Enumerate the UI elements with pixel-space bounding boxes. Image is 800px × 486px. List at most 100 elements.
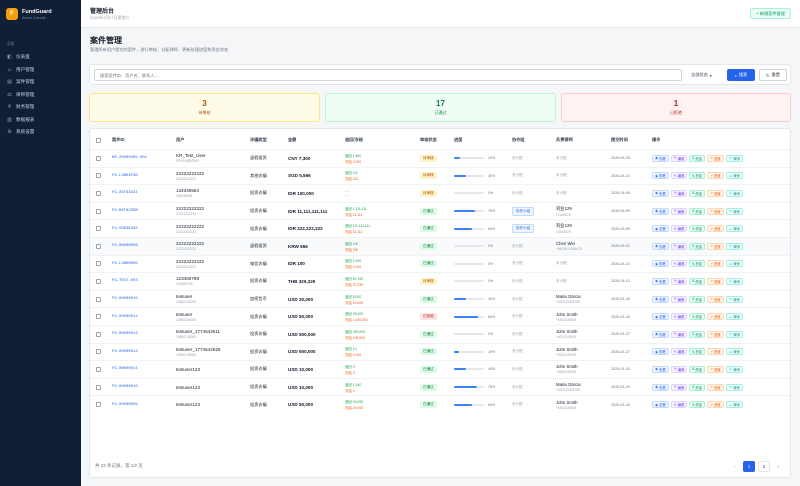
fund-button[interactable]: $ 资金 [689,383,706,391]
case-id-link[interactable]: FG-00000010 [112,385,138,390]
lawyer-button[interactable]: ☺ 律师 [725,383,743,391]
row-checkbox[interactable] [96,278,101,284]
sidebar-item-lawyers[interactable]: ⚖ 律师管理 [0,89,81,102]
fund-button[interactable]: $ 资金 [689,189,706,197]
lawyer-button[interactable]: ☺ 律师 [725,313,743,321]
edit-button[interactable]: ✎ 编辑 [670,383,688,391]
view-button[interactable]: ◉ 查看 [652,313,669,321]
case-id-link[interactable]: FG-L36K0000 [112,261,138,266]
progress-button[interactable]: ↗ 进度 [707,401,724,409]
edit-button[interactable]: ✎ 编辑 [670,313,688,321]
view-button[interactable]: ◉ 查看 [652,277,669,285]
edit-button[interactable]: ✎ 编辑 [670,242,688,250]
progress-button[interactable]: ↗ 进度 [707,295,724,303]
prev-page-button[interactable]: ‹ [734,464,736,469]
edit-button[interactable]: ✎ 编辑 [670,348,688,356]
progress-button[interactable]: ↗ 进度 [707,365,724,373]
sidebar-item-dashboard[interactable]: ◧ 仪表盘 [0,51,81,64]
next-page-button[interactable]: › [777,464,779,469]
fund-button[interactable]: $ 资金 [689,348,706,356]
progress-button[interactable]: ↗ 进度 [707,277,724,285]
case-id-link[interactable]: FG-00000068 [112,244,138,249]
new-case-button[interactable]: + 新增案件管理 [750,8,791,19]
case-id-link[interactable]: KR-20260405-001 [112,156,148,161]
row-checkbox[interactable] [96,384,101,390]
view-button[interactable]: ◉ 查看 [652,348,669,356]
edit-button[interactable]: ✎ 编辑 [670,330,688,338]
reset-button[interactable]: ↻ 重置 [759,69,787,81]
fund-button[interactable]: $ 资金 [689,277,706,285]
stat-card-pending[interactable]: 3 待审核 [89,93,320,122]
row-checkbox[interactable] [96,261,101,267]
lawyer-button[interactable]: ☺ 律师 [725,225,743,233]
fund-button[interactable]: $ 资金 [689,172,706,180]
case-id-link[interactable]: FG-00000014 [112,314,138,319]
view-button[interactable]: ◉ 查看 [652,330,669,338]
lawyer-button[interactable]: ☺ 律师 [725,189,743,197]
view-button[interactable]: ◉ 查看 [652,242,669,250]
view-button[interactable]: ◉ 查看 [652,401,669,409]
case-id-link[interactable]: FG-V5R3K33S [112,226,138,231]
lawyer-button[interactable]: ☺ 律师 [725,242,743,250]
fund-button[interactable]: $ 资金 [689,225,706,233]
lawyer-button[interactable]: ☺ 律师 [725,277,743,285]
progress-button[interactable]: ↗ 进度 [707,172,724,180]
edit-button[interactable]: ✎ 编辑 [670,295,688,303]
view-button[interactable]: ◉ 查看 [652,295,669,303]
case-id-link[interactable]: FG-B6T8ZSDM [112,209,138,214]
fund-button[interactable]: $ 资金 [689,295,706,303]
lawyer-button[interactable]: ☺ 律师 [725,260,743,268]
row-checkbox[interactable] [96,366,101,372]
progress-button[interactable]: ↗ 进度 [707,154,724,162]
lawyer-button[interactable]: ☺ 律师 [725,365,743,373]
fund-button[interactable]: $ 资金 [689,154,706,162]
edit-button[interactable]: ✎ 编辑 [670,277,688,285]
edit-button[interactable]: ✎ 编辑 [670,260,688,268]
view-button[interactable]: ◉ 查看 [652,260,669,268]
view-button[interactable]: ◉ 查看 [652,365,669,373]
row-checkbox[interactable] [96,173,101,179]
case-id-link[interactable]: FG-TEST-003 [112,279,138,284]
view-button[interactable]: ◉ 查看 [652,225,669,233]
row-checkbox[interactable] [96,243,101,249]
progress-button[interactable]: ↗ 进度 [707,189,724,197]
stat-card-rejected[interactable]: 1 已拒绝 [561,93,791,122]
progress-button[interactable]: ↗ 进度 [707,330,724,338]
row-checkbox[interactable] [96,226,101,232]
case-id-link[interactable]: FG-L36K4F3N [112,173,138,178]
edit-button[interactable]: ✎ 编辑 [670,401,688,409]
progress-button[interactable]: ↗ 进度 [707,383,724,391]
edit-button[interactable]: ✎ 编辑 [670,172,688,180]
fund-button[interactable]: $ 资金 [689,365,706,373]
view-button[interactable]: ◉ 查看 [652,383,669,391]
case-id-link[interactable]: FG-A5F33431 [112,191,138,196]
fund-button[interactable]: $ 资金 [689,313,706,321]
case-id-link[interactable]: FG-00000009 [112,402,138,407]
lawyer-button[interactable]: ☺ 律师 [725,154,743,162]
search-button[interactable]: ⌕ 搜索 [727,69,755,81]
edit-button[interactable]: ✎ 编辑 [670,225,688,233]
lawyer-button[interactable]: ☺ 律师 [725,401,743,409]
fund-button[interactable]: $ 资金 [689,330,706,338]
sidebar-item-cases[interactable]: ▤ 案件管理 [0,76,81,89]
page-button-2[interactable]: 2 [758,461,770,472]
view-button[interactable]: ◉ 查看 [652,207,669,215]
row-checkbox[interactable] [96,208,101,214]
fund-button[interactable]: $ 资金 [689,260,706,268]
view-button[interactable]: ◉ 查看 [652,154,669,162]
progress-button[interactable]: ↗ 进度 [707,225,724,233]
search-input[interactable] [94,69,682,81]
view-button[interactable]: ◉ 查看 [652,189,669,197]
edit-button[interactable]: ✎ 编辑 [670,189,688,197]
edit-button[interactable]: ✎ 编辑 [670,365,688,373]
select-all-checkbox[interactable] [96,137,101,143]
case-id-link[interactable]: FG-00000015 [112,297,138,302]
page-button-1[interactable]: 1 [743,461,755,472]
progress-button[interactable]: ↗ 进度 [707,242,724,250]
lawyer-button[interactable]: ☺ 律师 [725,172,743,180]
row-checkbox[interactable] [96,190,101,196]
edit-button[interactable]: ✎ 编辑 [670,207,688,215]
status-filter-select[interactable]: 全部状态 ▾ [691,69,723,81]
progress-button[interactable]: ↗ 进度 [707,313,724,321]
sidebar-item-reports[interactable]: ▥ 数据报表 [0,114,81,127]
